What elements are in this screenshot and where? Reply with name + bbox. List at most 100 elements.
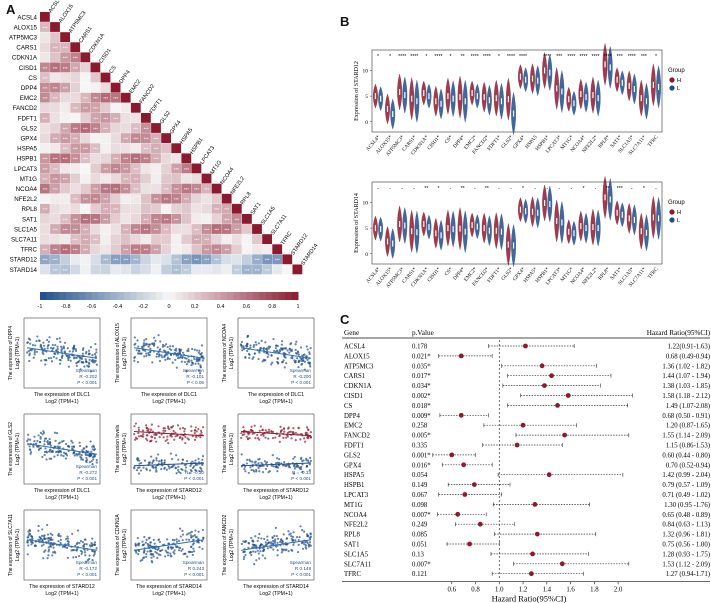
scatter-point	[152, 538, 155, 541]
scatter-point	[164, 549, 167, 552]
scatter-point	[137, 435, 141, 438]
scatter-point	[49, 448, 52, 451]
scatter-point	[64, 546, 67, 549]
heatmap-cell	[100, 193, 111, 204]
heatmap-significance: ***	[204, 258, 209, 263]
scatter-point	[59, 340, 62, 343]
scatter-point	[155, 459, 158, 462]
scatter-point	[257, 536, 260, 540]
scatter-point	[180, 549, 183, 552]
scatter-point	[93, 361, 96, 364]
forest-row: CDKN1A 0.034* 1.38 (1.03 - 1.85)	[344, 383, 710, 390]
scatter-point	[139, 559, 142, 562]
scatter-point	[185, 363, 188, 366]
scatter-point	[272, 349, 276, 352]
forest-hr-text: 0.75 (0.56 - 1.00)	[662, 542, 710, 549]
forest-hr-text: 1.55 (1.14 - 2.09)	[662, 433, 710, 440]
scatter-y-label: The expression of GLS2	[8, 422, 14, 476]
scatter-point	[85, 456, 88, 460]
scatter-point	[26, 541, 29, 544]
significance-mark: *	[437, 186, 439, 192]
scatter-point	[33, 440, 36, 443]
scatter-point	[174, 431, 177, 434]
forest-hr-text: 1.49 (1.07-2.08)	[666, 403, 710, 410]
heatmap-cell	[70, 254, 81, 265]
heatmap-cell	[70, 214, 81, 224]
scatter-point	[259, 544, 262, 548]
scatter-point	[90, 453, 93, 456]
heatmap-cell	[221, 214, 232, 224]
forest-point	[458, 353, 464, 359]
scatter-point	[53, 431, 57, 434]
heatmap-cell	[141, 193, 151, 204]
scatter-point	[297, 361, 300, 364]
scatter-point	[281, 539, 284, 542]
scatter-point	[91, 361, 95, 364]
heatmap-cell	[161, 203, 171, 214]
scatter-point	[44, 447, 47, 450]
heatmap-cell	[50, 42, 60, 53]
forest-gene: SLC7A11	[344, 561, 371, 568]
heatmap-significance: ***	[134, 157, 139, 162]
forest-p-value: 0.054	[412, 472, 428, 479]
heatmap-cell	[151, 143, 161, 154]
forest-row: SAT1 0.051 0.75 (0.56 - 1.00)	[344, 542, 710, 549]
heatmap-cell	[151, 234, 161, 244]
scatter-point	[50, 356, 53, 360]
scatter-point	[251, 539, 255, 542]
heatmap-cell	[171, 214, 182, 224]
scatter-point	[245, 345, 248, 348]
scatter-x-unit: Log2 (TPM+1)	[152, 495, 186, 501]
heatmap-cell	[100, 92, 111, 103]
violin-category-label: TFRC	[647, 134, 660, 148]
heatmap-cell	[40, 244, 50, 255]
scatter-r-value: R = -0.33	[292, 470, 311, 475]
scatter-point	[285, 362, 288, 365]
scatter-point	[297, 353, 300, 356]
heatmap-cell	[151, 183, 161, 194]
heatmap-cell	[90, 133, 101, 143]
colorbar-tick-label: 1	[296, 304, 299, 310]
scatter-y-label: The expression levels	[222, 424, 228, 473]
scatter-point	[297, 427, 300, 430]
scatter-point	[246, 349, 249, 353]
scatter-point	[38, 339, 41, 342]
scatter-point	[158, 353, 161, 356]
violin-box	[459, 94, 461, 101]
significance-mark: ***	[617, 186, 623, 192]
scatter-r-value: R -0.172	[79, 566, 97, 571]
heatmap-cell	[40, 32, 50, 42]
scatter-point	[154, 550, 157, 554]
scatter-point	[302, 358, 305, 362]
scatter-point	[264, 341, 267, 344]
heatmap-cell	[231, 203, 242, 214]
scatter-point	[200, 355, 204, 358]
scatter-point	[240, 436, 243, 440]
scatter-point	[152, 460, 155, 463]
scatter-x-label: The expression of STARD14	[136, 584, 202, 590]
significance-mark: ***	[641, 54, 647, 60]
scatter-point	[48, 336, 51, 339]
scatter-point	[95, 461, 98, 464]
violin-box	[609, 64, 611, 71]
heatmap-significance: ***	[134, 248, 139, 253]
scatter-point	[163, 462, 166, 465]
heatmap-cell	[40, 92, 50, 103]
heatmap-cell	[141, 183, 151, 194]
scatter-point	[279, 425, 282, 428]
significance-mark: -	[498, 186, 500, 192]
scatter-point	[33, 435, 36, 438]
scatter-point	[59, 535, 62, 538]
heatmap-diagonal-label: HSPA5	[179, 127, 194, 145]
heatmap-cell	[252, 254, 262, 265]
scatter-point	[245, 462, 248, 465]
scatter-point	[50, 450, 53, 454]
violin-box	[488, 97, 490, 104]
scatter-p-value: P < 0.001	[291, 476, 311, 481]
scatter-point	[309, 430, 312, 434]
heatmap-cell	[50, 113, 60, 123]
scatter-legend-title: Spearman	[76, 368, 98, 373]
heatmap-cell	[50, 203, 60, 214]
heatmap-significance: ***	[43, 187, 48, 192]
